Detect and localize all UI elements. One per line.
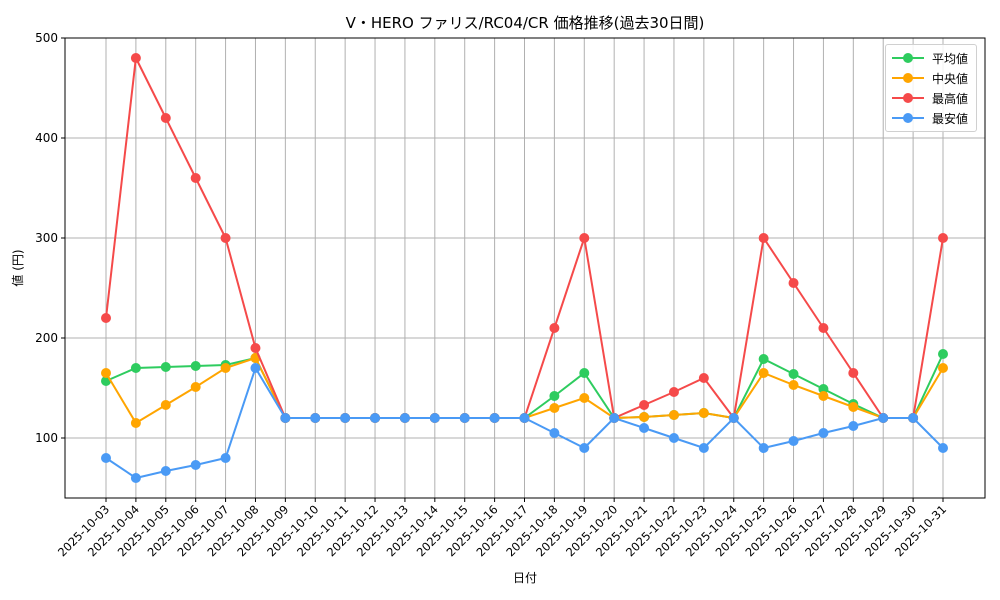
- data-point: [938, 443, 948, 453]
- data-point: [220, 453, 231, 463]
- data-point: [639, 400, 650, 410]
- data-point: [459, 413, 470, 423]
- data-point: [758, 233, 769, 243]
- data-point: [938, 233, 948, 243]
- data-point: [698, 373, 709, 383]
- data-point: [758, 443, 769, 453]
- data-point: [788, 436, 799, 446]
- grid-lines: [65, 37, 985, 498]
- y-tick-label: 100: [35, 431, 58, 445]
- data-point: [160, 113, 171, 123]
- legend-marker-icon: [892, 71, 924, 85]
- data-point: [609, 413, 620, 423]
- data-point: [818, 428, 829, 438]
- data-point: [668, 387, 679, 397]
- data-point: [728, 413, 739, 423]
- data-point: [370, 413, 381, 423]
- data-point: [130, 53, 141, 63]
- data-point: [399, 413, 410, 423]
- data-point: [668, 433, 679, 443]
- data-point: [938, 349, 948, 359]
- data-point: [818, 323, 829, 333]
- data-point: [130, 363, 141, 373]
- data-point: [788, 380, 799, 390]
- data-point: [818, 391, 829, 401]
- chart-title: V・HERO ファリス/RC04/CR 価格推移(過去30日間): [345, 14, 705, 32]
- data-point: [908, 413, 919, 423]
- data-point: [130, 473, 141, 483]
- data-point: [579, 443, 590, 453]
- x-axis-ticks: 2025-10-032025-10-042025-10-052025-10-06…: [55, 498, 949, 559]
- data-point: [698, 443, 709, 453]
- legend-item: 最安値: [886, 108, 976, 128]
- data-point: [519, 413, 530, 423]
- data-point: [220, 363, 231, 373]
- data-point: [579, 393, 590, 403]
- data-point: [280, 413, 291, 423]
- data-point: [668, 410, 679, 420]
- data-point: [101, 453, 111, 463]
- y-axis-ticks: 100 200 300 400 500: [35, 31, 65, 445]
- data-point: [639, 412, 650, 422]
- data-point: [190, 173, 201, 183]
- data-point: [788, 278, 799, 288]
- data-point: [220, 233, 231, 243]
- legend-marker-icon: [892, 111, 924, 125]
- data-point: [340, 413, 351, 423]
- data-point: [878, 413, 889, 423]
- data-point: [848, 402, 859, 412]
- data-point: [579, 368, 590, 378]
- data-point: [190, 382, 201, 392]
- y-axis-label: 値 (円): [10, 249, 25, 286]
- data-point: [579, 233, 590, 243]
- data-point: [160, 362, 171, 372]
- legend-label: 平均値: [932, 51, 969, 66]
- series-最安値: [101, 363, 948, 483]
- data-series: [101, 53, 948, 483]
- data-point: [549, 323, 560, 333]
- data-point: [130, 418, 141, 428]
- legend-label: 最高値: [932, 91, 969, 106]
- data-point: [758, 368, 769, 378]
- data-point: [698, 408, 709, 418]
- data-point: [101, 313, 111, 323]
- y-tick-label: 500: [35, 31, 58, 45]
- data-point: [848, 368, 859, 378]
- legend-item: 平均値: [886, 48, 976, 68]
- legend-marker-icon: [892, 91, 924, 105]
- data-point: [758, 354, 769, 364]
- data-point: [818, 384, 829, 394]
- y-tick-label: 200: [35, 331, 58, 345]
- legend-label: 中央値: [932, 71, 969, 86]
- data-point: [160, 400, 171, 410]
- data-point: [190, 361, 201, 371]
- data-point: [788, 369, 799, 379]
- data-point: [160, 466, 171, 476]
- data-point: [250, 343, 261, 353]
- legend-marker-icon: [892, 51, 924, 65]
- data-point: [639, 423, 650, 433]
- legend-item: 最高値: [886, 88, 976, 108]
- x-axis-label: 日付: [513, 571, 537, 585]
- data-point: [848, 421, 859, 431]
- data-point: [310, 413, 321, 423]
- legend-item: 中央値: [886, 68, 976, 88]
- data-point: [489, 413, 500, 423]
- data-point: [549, 403, 560, 413]
- y-tick-label: 400: [35, 131, 58, 145]
- y-tick-label: 300: [35, 231, 58, 245]
- data-point: [938, 363, 948, 373]
- legend-label: 最安値: [932, 111, 969, 126]
- legend: 平均値中央値最高値最安値: [885, 44, 977, 132]
- data-point: [250, 363, 261, 373]
- data-point: [549, 428, 560, 438]
- data-point: [190, 460, 201, 470]
- data-point: [429, 413, 440, 423]
- data-point: [549, 391, 560, 401]
- data-point: [101, 368, 111, 378]
